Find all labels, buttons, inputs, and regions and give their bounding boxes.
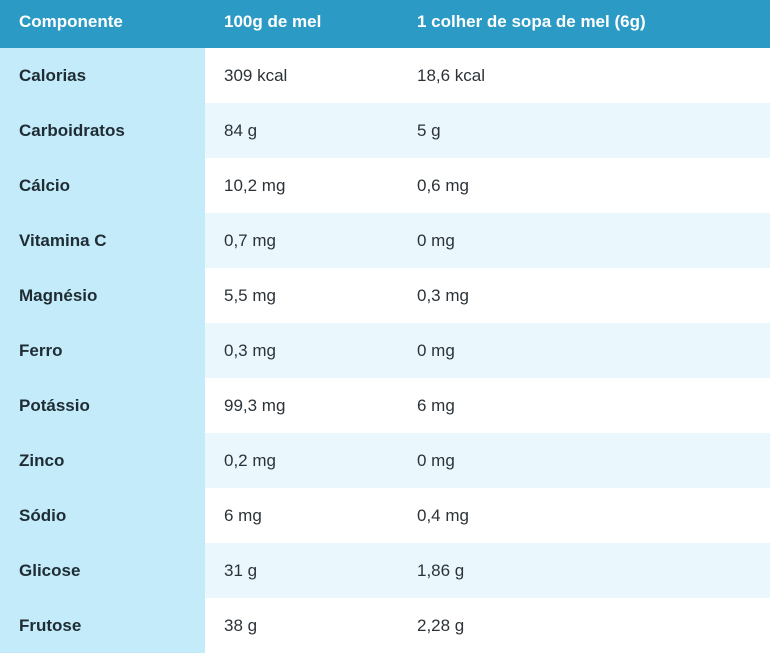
component-name: Ferro (0, 323, 205, 378)
table-header: Componente 100g de mel 1 colher de sopa … (0, 0, 770, 48)
value-spoon: 0,3 mg (398, 268, 770, 323)
table-row: Carboidratos 84 g 5 g (0, 103, 770, 158)
component-name: Calorias (0, 48, 205, 103)
component-name: Vitamina C (0, 213, 205, 268)
value-spoon: 6 mg (398, 378, 770, 433)
value-spoon: 1,86 g (398, 543, 770, 598)
value-100g: 0,2 mg (205, 433, 398, 488)
value-100g: 5,5 mg (205, 268, 398, 323)
value-100g: 0,7 mg (205, 213, 398, 268)
component-name: Zinco (0, 433, 205, 488)
value-100g: 6 mg (205, 488, 398, 543)
value-100g: 84 g (205, 103, 398, 158)
header-100g: 100g de mel (224, 11, 322, 31)
table-row: Vitamina C 0,7 mg 0 mg (0, 213, 770, 268)
table-row: Sódio 6 mg 0,4 mg (0, 488, 770, 543)
component-name: Frutose (0, 598, 205, 653)
value-spoon: 0 mg (398, 323, 770, 378)
value-100g: 309 kcal (205, 48, 398, 103)
table-row: Cálcio 10,2 mg 0,6 mg (0, 158, 770, 213)
component-name: Potássio (0, 378, 205, 433)
table-body: Calorias 309 kcal 18,6 kcal Carboidratos… (0, 48, 770, 653)
value-spoon: 5 g (398, 103, 770, 158)
table-row: Potássio 99,3 mg 6 mg (0, 378, 770, 433)
table-row: Glicose 31 g 1,86 g (0, 543, 770, 598)
value-100g: 10,2 mg (205, 158, 398, 213)
component-name: Carboidratos (0, 103, 205, 158)
table-row: Calorias 309 kcal 18,6 kcal (0, 48, 770, 103)
table-row: Zinco 0,2 mg 0 mg (0, 433, 770, 488)
value-spoon: 0,4 mg (398, 488, 770, 543)
value-spoon: 0,6 mg (398, 158, 770, 213)
value-spoon: 0 mg (398, 433, 770, 488)
header-colher: 1 colher de sopa de mel (6g) (417, 11, 646, 31)
table-row: Frutose 38 g 2,28 g (0, 598, 770, 653)
value-spoon: 0 mg (398, 213, 770, 268)
component-name: Sódio (0, 488, 205, 543)
header-row: Componente 100g de mel 1 colher de sopa … (0, 0, 770, 48)
header-componente: Componente (19, 11, 123, 31)
component-name: Cálcio (0, 158, 205, 213)
value-100g: 38 g (205, 598, 398, 653)
component-name: Magnésio (0, 268, 205, 323)
value-spoon: 18,6 kcal (398, 48, 770, 103)
value-100g: 0,3 mg (205, 323, 398, 378)
component-name: Glicose (0, 543, 205, 598)
value-100g: 99,3 mg (205, 378, 398, 433)
table-row: Ferro 0,3 mg 0 mg (0, 323, 770, 378)
table-row: Magnésio 5,5 mg 0,3 mg (0, 268, 770, 323)
value-100g: 31 g (205, 543, 398, 598)
value-spoon: 2,28 g (398, 598, 770, 653)
